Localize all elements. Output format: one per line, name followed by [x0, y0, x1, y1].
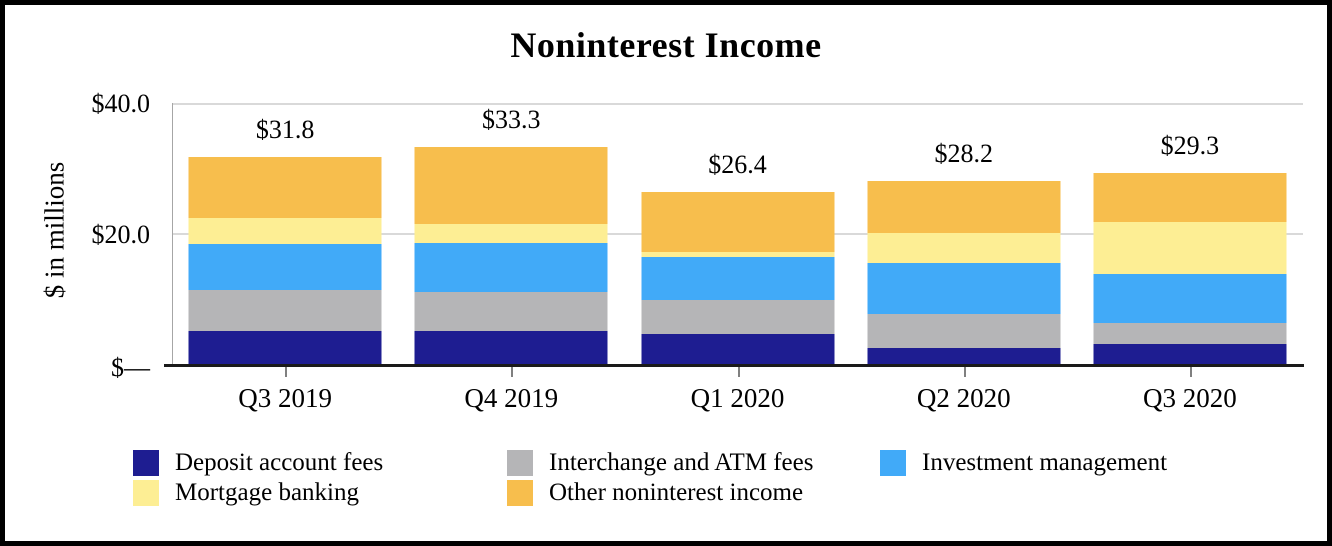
legend-swatch-investment-management	[880, 450, 906, 476]
total-label: $28.2	[934, 138, 993, 168]
legend-swatch-other-noninterest-income	[507, 480, 533, 506]
legend-column-1: Deposit account fees Mortgage banking	[133, 448, 383, 508]
legend-item-interchange-and-atm-fees: Interchange and ATM fees	[507, 448, 813, 478]
bar-segment-mortgage-banking	[641, 251, 834, 257]
legend-item-mortgage-banking: Mortgage banking	[133, 478, 383, 508]
x-tick-label: Q3 2019	[238, 383, 332, 413]
bar-segment-investment-management	[414, 243, 608, 292]
bar-segment-investment-management	[641, 256, 834, 301]
legend-column-3: Investment management	[880, 448, 1167, 478]
legend-label: Mortgage banking	[175, 479, 359, 506]
gridline-40	[172, 103, 1303, 105]
legend-item-other-noninterest-income: Other noninterest income	[507, 478, 813, 508]
total-label: $29.3	[1160, 131, 1220, 161]
bar-groups: $31.8 $33.3 $26.4 $28.2 $29.3	[172, 103, 1303, 366]
bar-segment-interchange-and-atm-fees	[1093, 323, 1287, 345]
legend-swatch-interchange-and-atm-fees	[507, 450, 533, 476]
bar-group-q1-2020: $26.4	[624, 103, 850, 366]
legend-label: Deposit account fees	[175, 449, 384, 476]
bar-segment-investment-management	[1093, 273, 1287, 324]
legend-item-deposit-account-fees: Deposit account fees	[133, 448, 383, 478]
bar-segment-deposit-account-fees	[414, 331, 608, 366]
legend-label: Other noninterest income	[549, 479, 804, 506]
bar-segment-other-noninterest-income	[414, 147, 608, 225]
y-tick-label-0: $—	[111, 353, 150, 382]
bar-segment-mortgage-banking	[867, 233, 1061, 264]
y-tick-label-40: $40.0	[91, 89, 151, 118]
x-tick-label: Q4 2019	[464, 383, 559, 413]
x-tick-label: Q1 2020	[690, 383, 785, 413]
legend-label: Investment management	[922, 449, 1168, 476]
x-tick-cell: Q3 2020	[1077, 367, 1303, 414]
bar-segment-deposit-account-fees	[1093, 344, 1287, 366]
x-tick-cell: Q3 2019	[172, 367, 398, 414]
stacked-bar-q1-2020	[641, 192, 834, 366]
bar-segment-investment-management	[867, 263, 1061, 315]
total-label: $31.8	[255, 114, 315, 144]
x-tick-cell: Q4 2019	[398, 367, 624, 414]
x-axis: Q3 2019 Q4 2019 Q1 2020 Q2 2020 Q3 2020	[172, 367, 1303, 414]
bar-segment-interchange-and-atm-fees	[188, 290, 382, 332]
y-axis-line	[172, 103, 173, 366]
bar-segment-other-noninterest-income	[641, 192, 834, 252]
y-tick-label-20: $20.0	[91, 220, 151, 249]
bar-group-q3-2020: $29.3	[1077, 103, 1303, 366]
x-tick-cell: Q2 2020	[851, 367, 1077, 414]
bar-segment-deposit-account-fees	[641, 334, 834, 366]
bar-group-q4-2019: $33.3	[398, 103, 624, 366]
bar-segment-other-noninterest-income	[1093, 173, 1287, 223]
chart-title: Noninterest Income	[510, 25, 822, 65]
bar-group-q2-2020: $28.2	[851, 103, 1077, 366]
x-tick-label: Q3 2020	[1143, 383, 1237, 413]
bar-group-q3-2019: $31.8	[172, 103, 398, 366]
x-tick-cell: Q1 2020	[624, 367, 850, 414]
bar-segment-mortgage-banking	[414, 224, 608, 244]
bar-segment-interchange-and-atm-fees	[867, 314, 1061, 348]
plot-area: $31.8 $33.3 $26.4 $28.2 $29.3	[172, 103, 1303, 366]
bar-segment-deposit-account-fees	[188, 331, 382, 366]
stacked-bar-q4-2019	[414, 147, 608, 366]
legend-column-2: Interchange and ATM fees Other nonintere…	[507, 448, 813, 508]
bar-segment-interchange-and-atm-fees	[641, 300, 834, 335]
legend-swatch-deposit-account-fees	[133, 450, 159, 476]
bar-segment-interchange-and-atm-fees	[414, 291, 608, 332]
stacked-bar-q3-2020	[1093, 173, 1287, 366]
x-tick-mark	[285, 367, 288, 377]
x-tick-mark	[963, 367, 966, 377]
legend-swatch-mortgage-banking	[133, 480, 159, 506]
bar-segment-other-noninterest-income	[867, 180, 1061, 234]
x-tick-mark	[511, 367, 514, 377]
x-tick-mark	[737, 367, 740, 377]
x-tick-label: Q2 2020	[916, 383, 1011, 413]
legend-item-investment-management: Investment management	[880, 448, 1167, 478]
stacked-bar-q2-2020	[867, 180, 1061, 366]
bar-segment-mortgage-banking	[1093, 222, 1287, 274]
total-label: $33.3	[482, 105, 541, 135]
x-axis-line	[164, 364, 1304, 367]
bar-segment-mortgage-banking	[188, 218, 382, 244]
x-tick-mark	[1189, 367, 1192, 377]
bar-segment-deposit-account-fees	[867, 347, 1061, 366]
bar-segment-investment-management	[188, 243, 382, 291]
total-label: $26.4	[708, 150, 767, 180]
bar-segment-other-noninterest-income	[188, 156, 382, 219]
legend-label: Interchange and ATM fees	[549, 449, 814, 476]
stacked-bar-q3-2019	[188, 156, 382, 366]
